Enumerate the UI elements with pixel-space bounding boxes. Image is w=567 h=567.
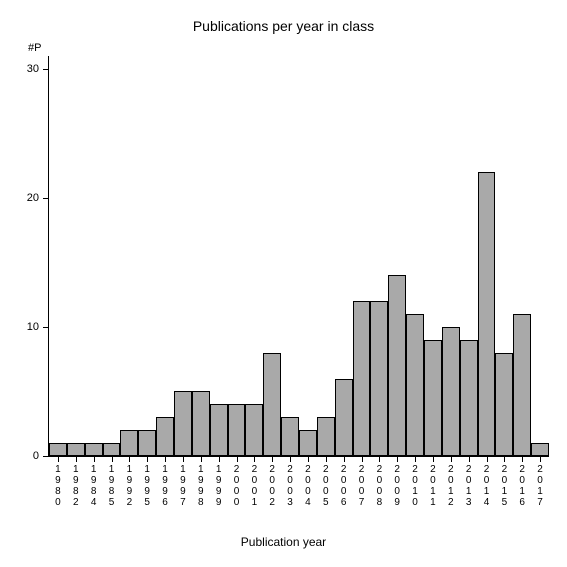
xtick [433,456,434,462]
xtick [504,456,505,462]
xtick [272,456,273,462]
bar [370,301,388,456]
xtick-label: 1998 [195,464,207,508]
ytick-label: 10 [27,321,39,333]
xtick [237,456,238,462]
xtick-label: 1995 [141,464,153,508]
xtick [522,456,523,462]
xtick-label: 1982 [70,464,82,508]
xtick [469,456,470,462]
xtick-label: 2014 [481,464,493,508]
bar [299,430,317,456]
xtick-label: 2016 [516,464,528,508]
bar [49,443,67,456]
xtick-label: 2000 [231,464,243,508]
xtick [362,456,363,462]
ytick [43,456,49,457]
ytick-label: 0 [33,450,39,462]
bar [281,417,299,456]
xtick-label: 2009 [391,464,403,508]
ytick-label: 30 [27,63,39,75]
xtick [415,456,416,462]
xtick-label: 2011 [427,464,439,508]
bar [67,443,85,456]
plot-area: 0102030198019821984198519921995199619971… [48,56,549,457]
xtick-label: 2013 [463,464,475,508]
xtick [219,456,220,462]
bar [103,443,121,456]
xtick-label: 2004 [302,464,314,508]
bar [156,417,174,456]
chart-title: Publications per year in class [0,18,567,34]
xtick-label: 2017 [534,464,546,508]
bar [263,353,281,456]
xtick-label: 2007 [356,464,368,508]
bar [335,379,353,456]
xtick-label: 1992 [123,464,135,508]
bar [210,404,228,456]
xtick [129,456,130,462]
yaxis-label: #P [28,42,41,54]
xtick-label: 2006 [338,464,350,508]
xtick-label: 2002 [266,464,278,508]
chart-container: Publications per year in class #P 010203… [0,0,567,567]
bar [460,340,478,456]
xtick [201,456,202,462]
xtick-label: 2003 [284,464,296,508]
xtick-label: 2012 [445,464,457,508]
xtick-label: 2010 [409,464,421,508]
xtick [76,456,77,462]
bar [228,404,246,456]
xtick [326,456,327,462]
xtick-label: 1984 [88,464,100,508]
xtick [165,456,166,462]
bar [424,340,442,456]
xtick [308,456,309,462]
xtick-label: 1997 [177,464,189,508]
bar [442,327,460,456]
xtick [112,456,113,462]
bar [317,417,335,456]
xtick [183,456,184,462]
xtick [254,456,255,462]
xtick [58,456,59,462]
ytick [43,198,49,199]
bar [353,301,371,456]
ytick-label: 20 [27,192,39,204]
bar [495,353,513,456]
xtick-label: 2001 [248,464,260,508]
xtick [147,456,148,462]
bar [513,314,531,456]
xtick-label: 1996 [159,464,171,508]
xtick [94,456,95,462]
ytick [43,327,49,328]
xtick-label: 1985 [106,464,118,508]
xtick [451,456,452,462]
xtick-label: 2005 [320,464,332,508]
xtick [487,456,488,462]
xtick-label: 2008 [373,464,385,508]
xtick [397,456,398,462]
bar [120,430,138,456]
bar [245,404,263,456]
xtick [290,456,291,462]
bar [478,172,496,456]
bar [192,391,210,456]
xtick-label: 1980 [52,464,64,508]
bar [388,275,406,456]
ytick [43,69,49,70]
xtick [379,456,380,462]
xtick [344,456,345,462]
bar [138,430,156,456]
xtick [540,456,541,462]
bar [85,443,103,456]
xtick-label: 2015 [498,464,510,508]
xaxis-label: Publication year [0,535,567,549]
bar [406,314,424,456]
bar [174,391,192,456]
xtick-label: 1999 [213,464,225,508]
bar [531,443,549,456]
